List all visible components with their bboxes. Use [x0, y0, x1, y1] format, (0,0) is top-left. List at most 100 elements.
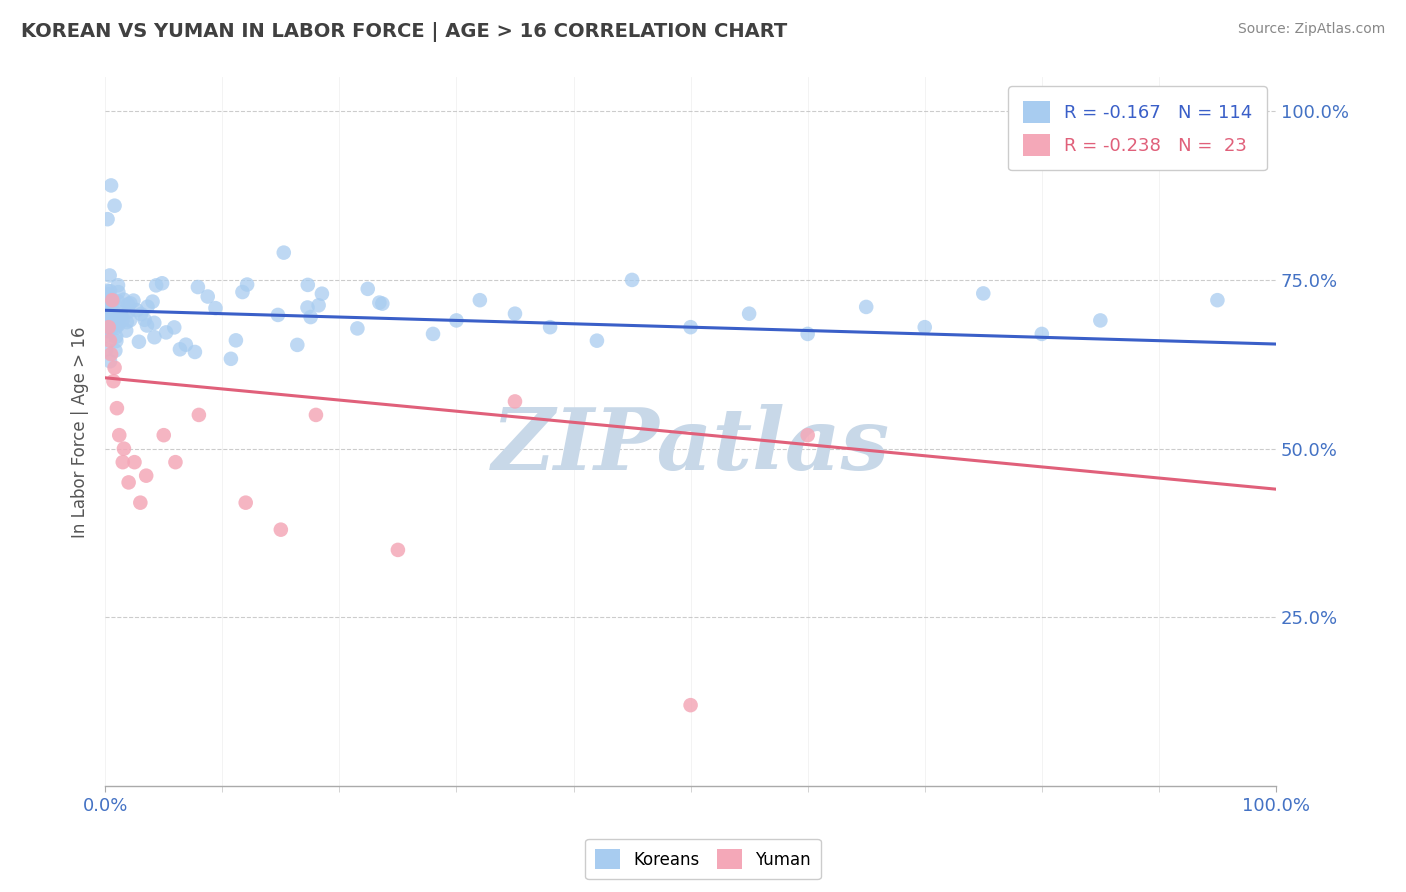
Koreans	[796, 326, 818, 341]
Koreans	[1206, 293, 1229, 308]
Koreans	[96, 306, 118, 320]
Koreans	[107, 314, 129, 328]
Koreans	[110, 305, 132, 319]
Koreans	[112, 293, 135, 307]
Koreans	[855, 300, 877, 314]
Koreans	[115, 324, 138, 338]
Legend: Koreans, Yuman: Koreans, Yuman	[585, 838, 821, 880]
Yuman	[103, 360, 125, 375]
Yuman	[305, 408, 328, 422]
Koreans	[204, 301, 226, 315]
Yuman	[112, 442, 135, 456]
Koreans	[311, 286, 333, 301]
Yuman	[679, 698, 702, 713]
Koreans	[104, 314, 127, 328]
Koreans	[96, 317, 118, 331]
Koreans	[972, 286, 994, 301]
Koreans	[96, 301, 118, 316]
Koreans	[97, 287, 120, 301]
Koreans	[100, 296, 122, 310]
Yuman	[124, 455, 146, 469]
Yuman	[103, 374, 125, 388]
Koreans	[586, 334, 609, 348]
Text: KOREAN VS YUMAN IN LABOR FORCE | AGE > 16 CORRELATION CHART: KOREAN VS YUMAN IN LABOR FORCE | AGE > 1…	[21, 22, 787, 42]
Koreans	[104, 316, 127, 330]
Koreans	[125, 303, 148, 318]
Koreans	[422, 326, 444, 341]
Yuman	[270, 523, 292, 537]
Koreans	[110, 309, 132, 323]
Koreans	[107, 310, 129, 325]
Yuman	[101, 293, 124, 308]
Koreans	[134, 312, 156, 326]
Koreans	[100, 178, 122, 193]
Koreans	[346, 321, 368, 335]
Yuman	[111, 455, 134, 469]
Koreans	[143, 330, 166, 344]
Koreans	[97, 318, 120, 333]
Yuman	[503, 394, 526, 409]
Koreans	[115, 315, 138, 329]
Koreans	[96, 291, 118, 305]
Koreans	[101, 304, 124, 318]
Koreans	[97, 311, 120, 326]
Koreans	[98, 354, 121, 368]
Koreans	[96, 304, 118, 318]
Koreans	[100, 310, 122, 324]
Koreans	[122, 293, 145, 308]
Koreans	[97, 309, 120, 323]
Y-axis label: In Labor Force | Age > 16: In Labor Force | Age > 16	[72, 326, 89, 538]
Koreans	[96, 284, 118, 298]
Koreans	[128, 334, 150, 349]
Yuman	[135, 468, 157, 483]
Koreans	[163, 320, 186, 334]
Koreans	[219, 351, 242, 366]
Koreans	[120, 296, 142, 310]
Koreans	[96, 328, 118, 343]
Koreans	[96, 296, 118, 310]
Koreans	[446, 313, 468, 327]
Koreans	[100, 310, 122, 325]
Koreans	[101, 309, 124, 323]
Koreans	[111, 313, 134, 327]
Koreans	[98, 268, 121, 283]
Koreans	[98, 318, 121, 333]
Koreans	[231, 285, 253, 299]
Koreans	[107, 278, 129, 293]
Koreans	[503, 307, 526, 321]
Koreans	[169, 343, 191, 357]
Koreans	[142, 294, 165, 309]
Koreans	[621, 273, 644, 287]
Koreans	[155, 326, 177, 340]
Koreans	[98, 310, 121, 325]
Koreans	[107, 285, 129, 299]
Koreans	[285, 338, 308, 352]
Yuman	[100, 347, 122, 361]
Koreans	[97, 293, 120, 307]
Koreans	[197, 289, 219, 303]
Koreans	[1031, 326, 1053, 341]
Koreans	[104, 343, 127, 358]
Koreans	[103, 309, 125, 323]
Koreans	[371, 296, 394, 310]
Koreans	[97, 317, 120, 331]
Koreans	[105, 330, 128, 344]
Koreans	[308, 298, 330, 312]
Yuman	[165, 455, 187, 469]
Koreans	[103, 293, 125, 308]
Koreans	[357, 282, 380, 296]
Koreans	[98, 304, 121, 318]
Koreans	[136, 318, 159, 333]
Text: Source: ZipAtlas.com: Source: ZipAtlas.com	[1237, 22, 1385, 37]
Koreans	[96, 324, 118, 338]
Yuman	[235, 496, 257, 510]
Yuman	[129, 496, 152, 510]
Koreans	[96, 304, 118, 318]
Koreans	[299, 310, 322, 324]
Koreans	[538, 320, 561, 334]
Koreans	[118, 313, 141, 327]
Koreans	[267, 308, 290, 322]
Koreans	[297, 301, 319, 315]
Yuman	[152, 428, 174, 442]
Koreans	[96, 212, 118, 227]
